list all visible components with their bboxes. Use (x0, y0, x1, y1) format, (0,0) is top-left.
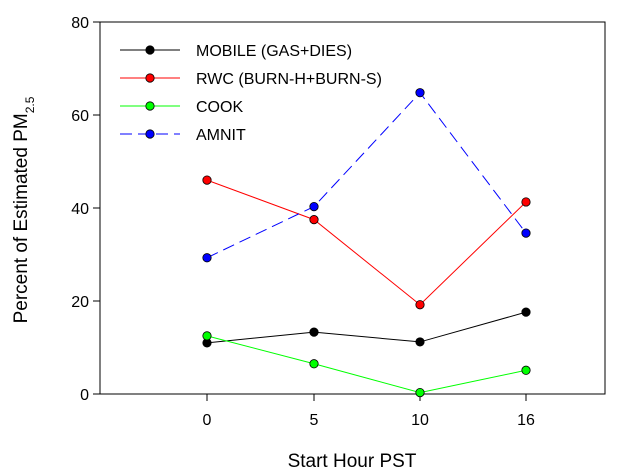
series-0-point-1 (309, 327, 319, 337)
x-tick-label-3: 16 (517, 412, 535, 429)
y-axis: 0 20 40 60 80 (71, 15, 100, 404)
y-tick-label-0: 0 (80, 387, 89, 404)
series-0-point-3 (521, 307, 531, 317)
series-0 (202, 307, 531, 348)
series-1 (202, 175, 531, 310)
x-tick-label-1: 5 (310, 412, 319, 429)
y-tick-label-1: 20 (71, 294, 89, 311)
series-0-point-2 (415, 337, 425, 347)
y-tick-label-3: 60 (71, 108, 89, 125)
series-layer (202, 88, 531, 398)
series-line-3 (206, 91, 527, 259)
series-2-point-3 (521, 365, 531, 375)
series-1-point-3 (521, 197, 531, 207)
series-2-point-2 (415, 388, 425, 398)
legend-label-1: RWC (BURN-H+BURN-S) (196, 71, 382, 88)
series-1-point-2 (415, 300, 425, 310)
series-3-point-1 (309, 202, 319, 212)
x-axis: 0 5 10 16 (203, 394, 535, 429)
x-axis-title: Start Hour PST (288, 451, 417, 472)
series-3-point-3 (521, 228, 531, 238)
series-line-1 (206, 179, 527, 306)
legend-marker-3 (145, 129, 155, 139)
y-tick-label-4: 80 (71, 15, 89, 32)
legend-label-2: COOK (196, 99, 243, 116)
legend-label-3: AMNIT (196, 127, 246, 144)
series-3 (202, 88, 531, 263)
series-2-point-1 (309, 359, 319, 369)
legend-marker-1 (145, 73, 155, 83)
series-1-point-1 (309, 215, 319, 225)
legend: MOBILE (GAS+DIES) RWC (BURN-H+BURN-S) COOK… (120, 43, 382, 144)
y-axis-title-main: Percent of Estimated PM (11, 113, 32, 323)
series-3-point-2 (415, 88, 425, 98)
y-axis-title-subscript: 2.5 (23, 96, 37, 113)
legend-marker-0 (145, 45, 155, 55)
legend-marker-2 (145, 101, 155, 111)
x-tick-label-2: 10 (411, 412, 429, 429)
y-axis-title: Percent of Estimated PM2.5 (11, 96, 37, 323)
x-tick-label-0: 0 (203, 412, 212, 429)
series-line-0 (206, 311, 527, 344)
legend-label-0: MOBILE (GAS+DIES) (196, 43, 352, 60)
series-3-point-0 (202, 253, 212, 263)
series-2-point-0 (202, 331, 212, 341)
series-1-point-0 (202, 175, 212, 185)
series-line-2 (206, 335, 527, 394)
y-tick-label-2: 40 (71, 201, 89, 218)
series-2 (202, 331, 531, 398)
